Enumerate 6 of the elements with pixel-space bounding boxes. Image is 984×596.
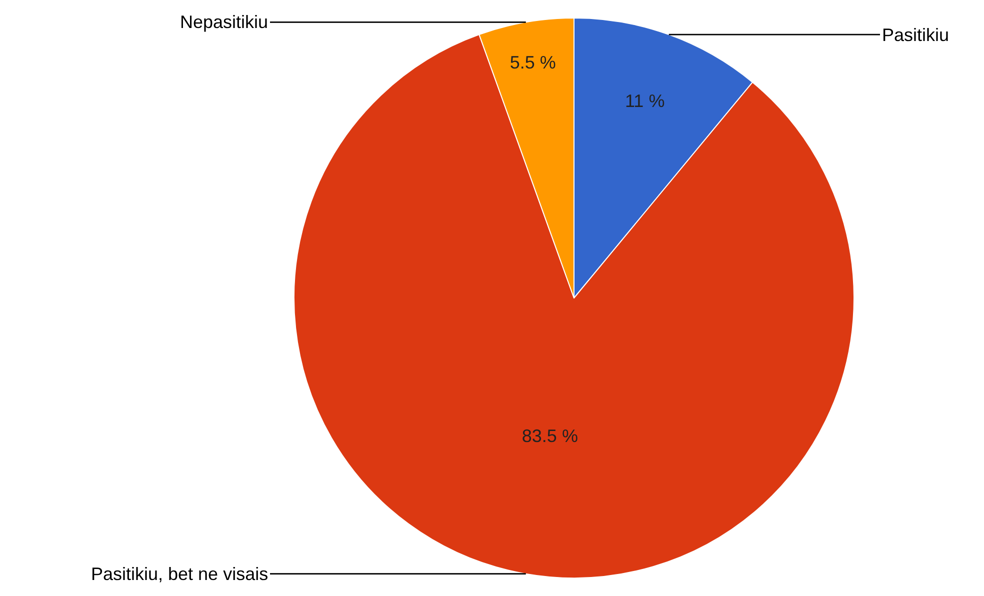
data-label: 11 % <box>624 91 665 112</box>
slice-label: Pasitikiu <box>882 25 950 45</box>
slice-label: Nepasitikiu <box>180 12 268 32</box>
data-label: 83.5 % <box>522 426 578 446</box>
data-label: 5.5 % <box>510 52 556 73</box>
slice-label: Pasitikiu, bet ne visais <box>91 564 268 584</box>
